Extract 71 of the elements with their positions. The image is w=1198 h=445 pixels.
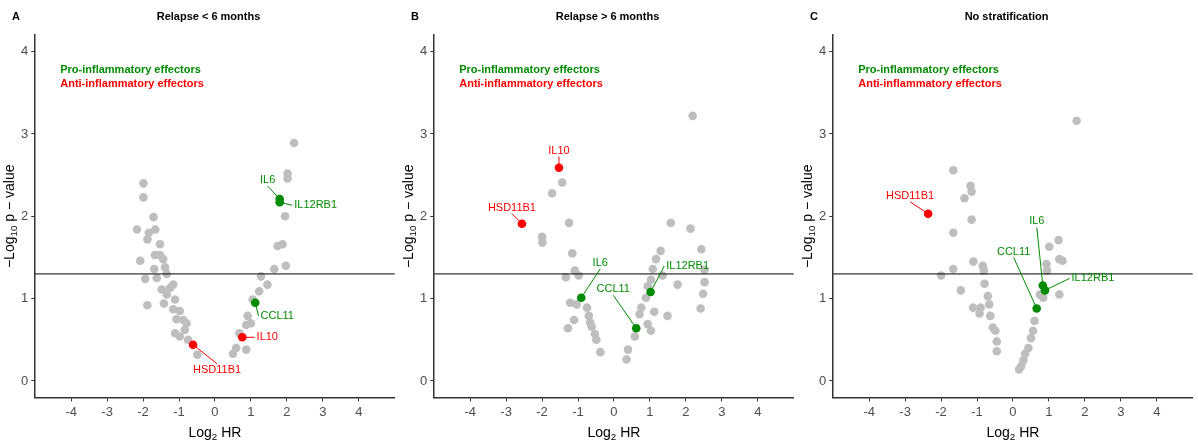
x-tick-label: 4	[1153, 403, 1161, 419]
data-label: IL6	[1029, 214, 1045, 227]
text: Pro-inflammatory effectors	[858, 63, 999, 76]
data-label: HSD11B1	[487, 200, 536, 213]
x-tick-label: -1	[572, 403, 584, 419]
y-tick-label: 0	[21, 372, 29, 388]
x-tick-label: 4	[355, 403, 363, 419]
data-label: CCL11	[996, 244, 1031, 257]
x-tick-label: 3	[1117, 403, 1125, 419]
text: Pro-inflammatory effectors	[459, 63, 600, 76]
x-tick-label: -2	[536, 403, 548, 419]
data-label: IL12RB1	[294, 198, 338, 211]
x-tick-label: 1	[247, 403, 255, 419]
y-tick-label: 0	[420, 372, 428, 388]
y-tick-label: 3	[420, 125, 428, 141]
text: Anti-inflammatory effectors	[60, 77, 204, 90]
y-tick-label: 1	[420, 290, 428, 306]
x-tick-label: -4	[863, 403, 875, 419]
x-tick-label: -2	[935, 403, 947, 419]
x-tick-label: -2	[137, 403, 149, 419]
data-label: IL12RB1	[666, 259, 710, 272]
y-tick-label: 2	[21, 207, 29, 223]
y-tick-label: 2	[819, 207, 827, 223]
x-tick-label: -3	[500, 403, 512, 419]
x-tick-label: 2	[682, 403, 690, 419]
y-tick-label: 3	[819, 125, 827, 141]
x-tick-label: 4	[754, 403, 762, 419]
x-tick-label: 1	[646, 403, 654, 419]
x-tick-label: 3	[319, 403, 327, 419]
text: Pro-inflammatory effectors	[60, 63, 201, 76]
y-tick-label: 1	[21, 290, 29, 306]
x-tick-label: -4	[65, 403, 77, 419]
y-tick-label: 4	[819, 43, 827, 59]
data-label: IL12RB1	[1071, 271, 1115, 284]
x-tick-label: -1	[173, 403, 185, 419]
x-tick-label: 2	[283, 403, 291, 419]
x-tick-label: -4	[464, 403, 476, 419]
chart-title: No stratification	[964, 9, 1049, 22]
y-tick-label: 3	[21, 125, 29, 141]
x-tick-label: -1	[971, 403, 983, 419]
data-label: HSD11B1	[886, 188, 935, 201]
y-axis-title: −Log10 p − value	[399, 164, 418, 269]
data-label: IL6	[260, 173, 276, 186]
data-label: IL10	[548, 143, 570, 156]
text: A	[12, 10, 20, 23]
data-label: HSD11B1	[192, 362, 242, 375]
text: Anti-inflammatory effectors	[459, 77, 603, 90]
text: Anti-inflammatory effectors	[858, 77, 1002, 90]
y-tick-label: 1	[819, 290, 827, 306]
y-axis-title: −Log10 p − value	[0, 164, 19, 269]
x-tick-label: -3	[101, 403, 113, 419]
data-label: CCL11	[596, 282, 630, 295]
text: C	[810, 10, 818, 23]
chart-title: Relapse > 6 months	[555, 9, 660, 22]
x-tick-label: 1	[1045, 403, 1053, 419]
x-tick-label: 3	[718, 403, 726, 419]
data-label: CCL11	[260, 308, 294, 321]
x-tick-label: 0	[211, 403, 219, 419]
y-tick-label: 2	[420, 207, 428, 223]
y-tick-label: 0	[819, 372, 827, 388]
chart-title: Relapse < 6 months	[156, 9, 261, 22]
data-label: IL10	[256, 330, 278, 343]
text: B	[411, 10, 419, 23]
y-tick-label: 4	[21, 43, 29, 59]
data-label: IL6	[592, 255, 608, 268]
x-tick-label: 2	[1081, 403, 1089, 419]
x-tick-label: -3	[899, 403, 911, 419]
x-tick-label: 0	[1009, 403, 1017, 419]
y-axis-title: −Log10 p − value	[798, 164, 817, 269]
x-tick-label: 0	[610, 403, 618, 419]
y-tick-label: 4	[420, 43, 428, 59]
